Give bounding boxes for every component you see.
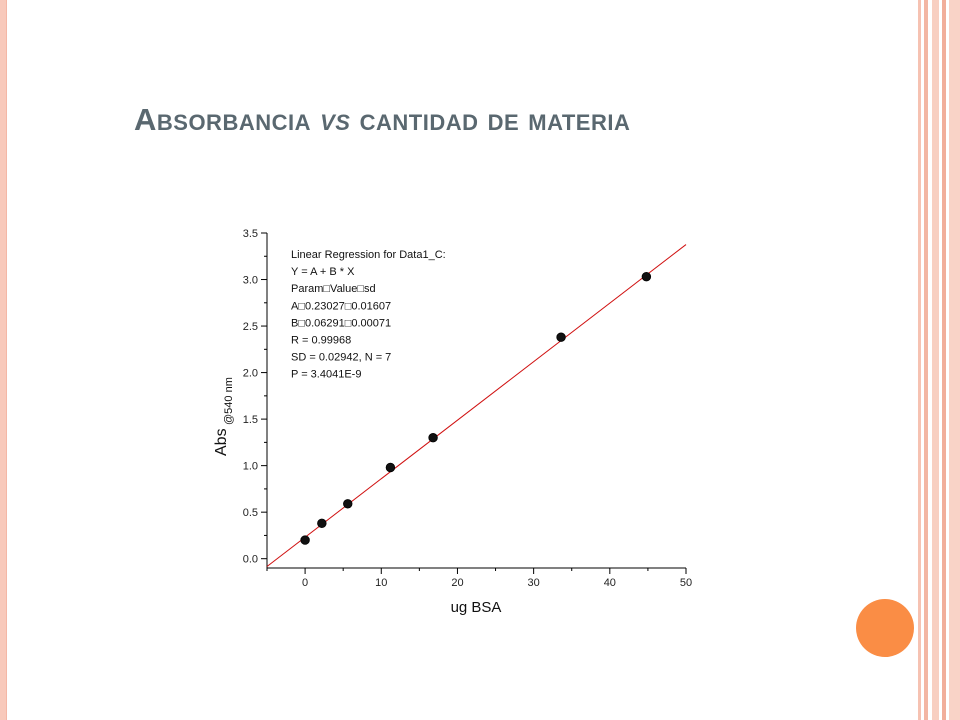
annotation-line: SD = 0.02942, N = 7 (291, 352, 391, 364)
annotation-line: Param□Value□sd (291, 283, 376, 295)
x-tick-label: 30 (528, 577, 540, 589)
data-point (317, 518, 327, 529)
slide-frame-right (918, 0, 960, 720)
annotation-line: Linear Regression for Data1_C: (291, 249, 446, 261)
y-tick-label: 1.5 (243, 414, 258, 426)
data-point (556, 332, 566, 342)
x-tick-label: 10 (375, 577, 387, 589)
x-axis-label: ug BSA (451, 599, 502, 616)
data-point (343, 499, 353, 509)
y-tick-label: 1.0 (243, 461, 258, 473)
y-tick-label: 0.0 (243, 554, 258, 566)
y-tick-label: 2.5 (243, 321, 258, 333)
slide-title: Absorbancia vs cantidad de materia (134, 102, 630, 138)
annotation-line: B□0.06291□0.00071 (291, 317, 391, 329)
annotation-line: R = 0.99968 (291, 335, 351, 347)
axis-titles: ug BSA Abs @540 nm (213, 377, 501, 616)
decorative-orange-circle (856, 599, 914, 657)
regression-annotation: Linear Regression for Data1_C: Y = A + B … (291, 249, 446, 381)
data-point (300, 535, 310, 545)
x-tick-label: 40 (604, 577, 616, 589)
x-tick-label: 50 (680, 577, 692, 589)
annotation-line: Y = A + B * X (291, 266, 355, 278)
data-point (385, 462, 396, 473)
y-tick-label: 2.0 (243, 368, 258, 380)
data-point (428, 433, 438, 443)
slide-frame-left (0, 0, 7, 720)
chart-axes: 0 10 20 30 40 50 0.0 0.5 1.0 1.5 2.0 2.5 3.0 3.5 (243, 228, 692, 589)
x-tick-label: 20 (451, 577, 463, 589)
title-rest: cantidad de materia (359, 102, 631, 137)
fit-line (266, 244, 687, 567)
title-vs: vs (320, 102, 351, 137)
annotation-line: A□0.23027□0.01607 (291, 300, 391, 312)
y-tick-label: 3.0 (243, 275, 258, 287)
data-point (641, 272, 652, 282)
y-tick-label: 0.5 (243, 507, 258, 519)
x-tick-label: 0 (302, 577, 308, 589)
y-axis-sublabel: @540 nm (223, 377, 235, 425)
data-points (300, 272, 652, 545)
y-axis-label: Abs (213, 428, 230, 456)
title-main: Absorbancia (134, 102, 311, 137)
annotation-line: P = 3.4041E-9 (291, 369, 361, 381)
fit-line-group (266, 244, 687, 567)
y-tick-label: 3.5 (243, 228, 258, 240)
